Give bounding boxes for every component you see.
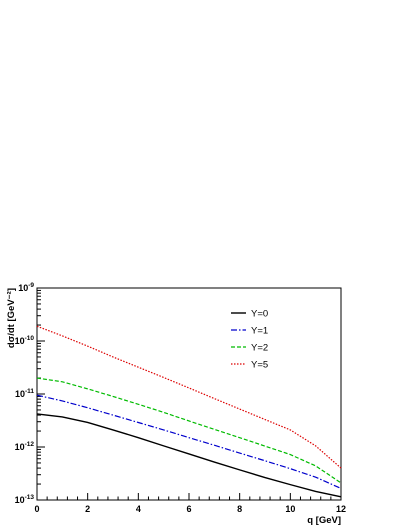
y-tick-label: 10-9	[18, 282, 34, 293]
x-tick-label: 2	[85, 504, 90, 514]
x-tick-label: 8	[237, 504, 242, 514]
y-axis-title: dσ/dt [GeV⁻²]	[6, 288, 17, 348]
x-tick-label: 12	[336, 504, 346, 514]
legend: Y=0 Y=1 Y=2 Y=5	[231, 309, 268, 371]
y-tick-exponent: -11	[25, 388, 34, 395]
series-line-y-1	[36, 394, 342, 490]
y-tick-base: 10	[15, 495, 25, 505]
y-tick-base: 10	[15, 389, 25, 399]
legend-label: Y=5	[251, 360, 268, 371]
y-tick-label: 10-11	[15, 388, 34, 399]
y-tick-label: 10-12	[15, 441, 35, 452]
axis-ticks	[36, 287, 342, 501]
plot-frame	[36, 287, 342, 501]
x-tick-label: 4	[136, 504, 141, 514]
y-tick-exponent: -13	[25, 494, 35, 501]
y-tick-base: 10	[15, 336, 25, 346]
x-tick-label: 6	[186, 504, 191, 514]
legend-label: Y=1	[251, 326, 268, 337]
y-tick-exponent: -9	[28, 282, 34, 289]
x-tick-label: 10	[285, 504, 295, 514]
y-tick-label: 10-13	[15, 494, 35, 505]
legend-label: Y=2	[251, 343, 268, 354]
y-tick-label: 10-10	[15, 335, 35, 346]
y-tick-base: 10	[15, 442, 25, 452]
legend-label: Y=0	[251, 309, 268, 320]
series-line-y-5	[36, 325, 342, 469]
x-axis-title: q [GeV]	[307, 515, 341, 526]
series-line-y-2	[36, 377, 342, 484]
y-tick-exponent: -12	[25, 441, 35, 448]
series-line-y-0	[36, 413, 342, 498]
series-lines	[36, 325, 342, 498]
y-tick-base: 10	[18, 283, 28, 293]
x-tick-label: 0	[34, 504, 39, 514]
y-tick-exponent: -10	[25, 335, 35, 342]
